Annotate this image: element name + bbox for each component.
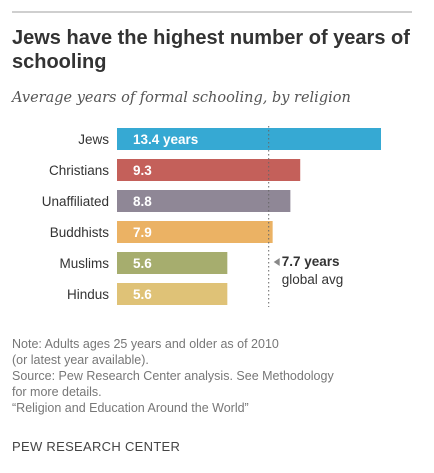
bar-jews	[117, 128, 381, 150]
chart-subtitle: Average years of formal schooling, by re…	[12, 90, 351, 106]
value-label-unaffiliated: 8.8	[133, 194, 152, 209]
source-line: for more details.	[12, 385, 102, 399]
chart-title: Jews have the highest number of years of…	[12, 27, 410, 73]
top-rule	[12, 11, 412, 13]
bar-muslims	[117, 252, 228, 274]
value-label-hindus: 5.6	[133, 287, 152, 302]
global-average-value-label: 7.7 years	[282, 254, 340, 269]
category-label-buddhists: Buddhists	[50, 225, 110, 240]
pointer-triangle-icon	[273, 258, 280, 266]
value-label-buddhists: 7.9	[133, 225, 152, 240]
category-label-unaffiliated: Unaffiliated	[42, 194, 109, 209]
bar-buddhists	[117, 221, 273, 243]
notes-block: Note: Adults ages 25 years and older as …	[12, 336, 422, 416]
value-label-christians: 9.3	[133, 163, 152, 178]
value-label-jews: 13.4 years	[133, 132, 198, 147]
category-label-jews: Jews	[78, 132, 109, 147]
note-line: (or latest year available).	[12, 353, 149, 367]
source-line: Source: Pew Research Center analysis. Se…	[12, 369, 334, 383]
bar-christians	[117, 159, 301, 181]
global-average-caption: global avg	[282, 272, 344, 287]
category-label-christians: Christians	[49, 163, 109, 178]
bar-unaffiliated	[117, 190, 291, 212]
category-label-muslims: Muslims	[60, 256, 110, 271]
report-title-line: “Religion and Education Around the World…	[12, 401, 249, 415]
bar-chart: Jews 13.4 years Christians 9.3 Unaffiliated 8…	[42, 126, 381, 307]
value-label-muslims: 5.6	[133, 256, 152, 271]
category-label-hindus: Hindus	[67, 287, 109, 302]
note-line: Note: Adults ages 25 years and older as …	[12, 337, 279, 351]
bar-hindus	[117, 283, 228, 305]
source-organization: PEW RESEARCH CENTER	[12, 439, 181, 454]
